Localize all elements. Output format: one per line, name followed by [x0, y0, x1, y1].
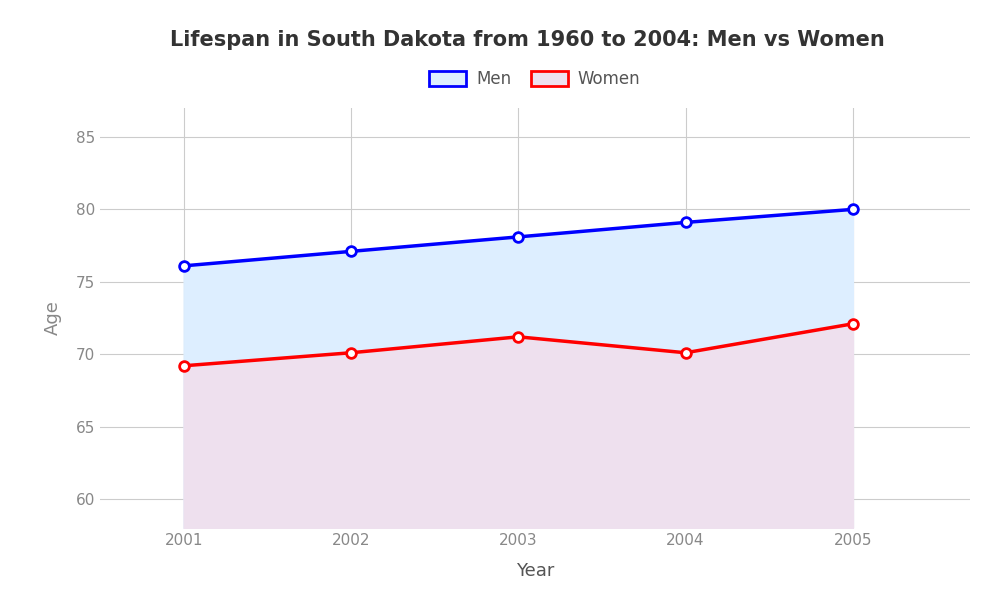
X-axis label: Year: Year — [516, 562, 554, 580]
Y-axis label: Age: Age — [44, 301, 62, 335]
Text: Lifespan in South Dakota from 1960 to 2004: Men vs Women: Lifespan in South Dakota from 1960 to 20… — [170, 29, 884, 49]
Legend: Men, Women: Men, Women — [421, 62, 649, 97]
